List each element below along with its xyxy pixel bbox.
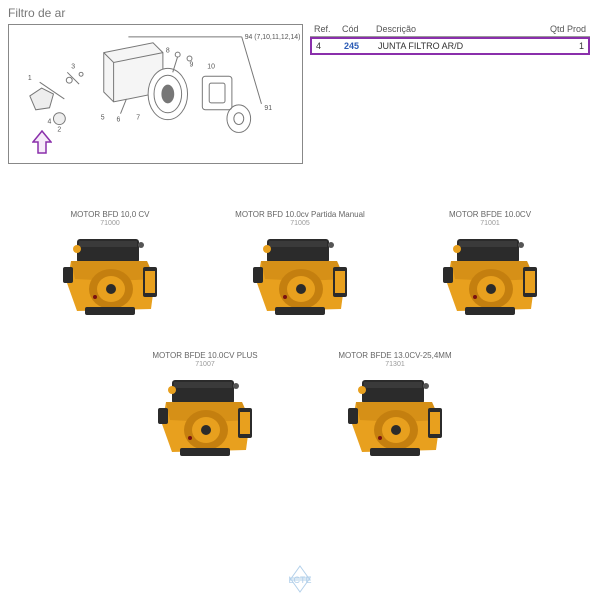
highlight-arrow-icon [32, 130, 52, 154]
product-code: 71000 [40, 220, 180, 227]
engine-icon [245, 231, 355, 321]
product-title: MOTOR BFD 10.0cv Partida Manual [230, 210, 370, 219]
products-grid: MOTOR BFD 10,0 CV 71000 MOTOR BFD 10.0cv… [0, 210, 600, 492]
col-header-qtd: Qtd Prod [538, 24, 586, 34]
svg-text:1: 1 [28, 75, 32, 82]
engine-icon [340, 372, 450, 462]
col-header-cod: Cód [342, 24, 376, 34]
product-title: MOTOR BFDE 10.0CV PLUS [135, 351, 275, 360]
cell-ref: 4 [316, 41, 344, 51]
svg-text:4: 4 [48, 119, 52, 126]
svg-text:6: 6 [117, 117, 121, 124]
parts-table-header: Ref. Cód Descrição Qtd Prod [310, 22, 590, 37]
parts-table-row-selected[interactable]: 4 245 JUNTA FILTRO AR/D 1 [310, 37, 590, 55]
engine-icon [150, 372, 260, 462]
diagram-callout-label: 94 (7,10,11,12,14) [245, 34, 301, 41]
product-card[interactable]: MOTOR BFDE 13.0CV-25,4MM 71301 [325, 351, 465, 462]
col-header-desc: Descrição [376, 24, 538, 34]
svg-text:91: 91 [264, 105, 272, 112]
product-card[interactable]: MOTOR BFDE 10.0CV PLUS 71007 [135, 351, 275, 462]
parts-table: Ref. Cód Descrição Qtd Prod 4 245 JUNTA … [310, 22, 590, 55]
col-header-ref: Ref. [314, 24, 342, 34]
product-card[interactable]: MOTOR BFDE 10.0CV 71001 [420, 210, 560, 321]
page-title: Filtro de ar [8, 6, 65, 20]
product-code: 71007 [135, 361, 275, 368]
watermark-logo: LCTE [270, 564, 330, 594]
svg-text:2: 2 [57, 126, 61, 133]
svg-text:LCTE: LCTE [288, 575, 311, 585]
product-card[interactable]: MOTOR BFD 10,0 CV 71000 [40, 210, 180, 321]
product-title: MOTOR BFD 10,0 CV [40, 210, 180, 219]
cell-cod: 245 [344, 41, 378, 51]
product-code: 71001 [420, 220, 560, 227]
product-card[interactable]: MOTOR BFD 10.0cv Partida Manual 71005 [230, 210, 370, 321]
engine-icon [435, 231, 545, 321]
product-code: 71005 [230, 220, 370, 227]
cell-desc: JUNTA FILTRO AR/D [378, 41, 536, 51]
engine-icon [55, 231, 165, 321]
product-title: MOTOR BFDE 10.0CV [420, 210, 560, 219]
svg-text:9: 9 [190, 61, 194, 68]
exploded-diagram: 94 (7,10,11,12,14) 1 2 3 4 5 6 7 8 9 10 … [8, 24, 303, 164]
cell-qtd: 1 [536, 41, 584, 51]
product-title: MOTOR BFDE 13.0CV-25,4MM [325, 351, 465, 360]
svg-text:5: 5 [101, 115, 105, 122]
product-code: 71301 [325, 361, 465, 368]
svg-text:3: 3 [71, 63, 75, 70]
svg-text:8: 8 [166, 48, 170, 55]
svg-text:10: 10 [207, 63, 215, 70]
svg-text:7: 7 [136, 115, 140, 122]
